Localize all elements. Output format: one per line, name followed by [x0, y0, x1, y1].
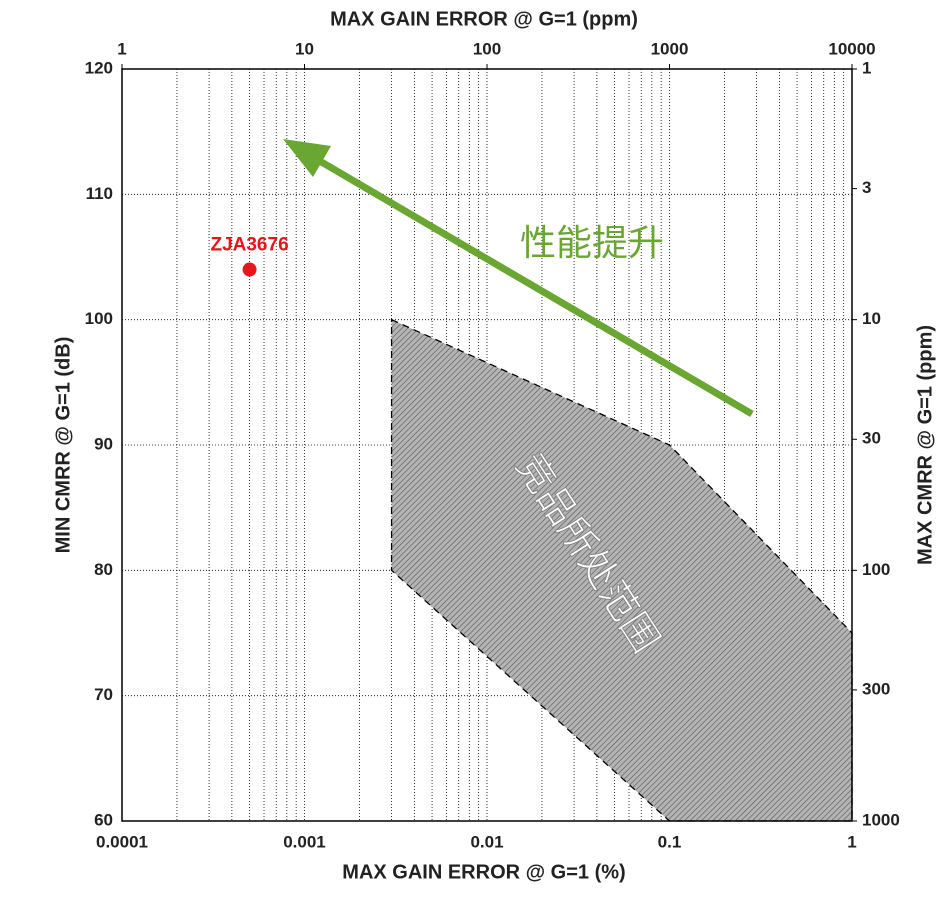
- x-tick-label: 1: [847, 832, 856, 851]
- y-tick-label: 80: [94, 560, 113, 579]
- y2-tick-label: 30: [862, 429, 881, 448]
- x2-tick-label: 10: [295, 39, 314, 58]
- y2-axis-label: MAX CMRR @ G=1 (ppm): [914, 325, 936, 565]
- x2-tick-label: 1000: [651, 39, 689, 58]
- y-tick-label: 120: [85, 58, 113, 77]
- x2-tick-label: 1: [117, 39, 126, 58]
- x-tick-label: 0.1: [658, 832, 682, 851]
- y2-tick-label: 1: [862, 58, 871, 77]
- y2-tick-label: 1000: [862, 810, 900, 829]
- y-tick-label: 110: [86, 184, 113, 203]
- x-tick-label: 0.001: [283, 832, 326, 851]
- competitor-region: [390, 318, 853, 822]
- x2-axis-label: MAX GAIN ERROR @ G=1 (ppm): [330, 8, 638, 30]
- arrow: [283, 139, 754, 418]
- x2-tick-label: 100: [473, 39, 501, 58]
- y2-tick-label: 10: [862, 309, 881, 328]
- point: [242, 262, 257, 277]
- y-axis-label: MIN CMRR @ G=1 (dB): [52, 337, 74, 554]
- point-label: ZJA3676: [210, 235, 288, 256]
- x2-tick-label: 10000: [828, 39, 875, 58]
- y-tick-label: 100: [85, 309, 113, 328]
- x-tick-label: 0.0001: [96, 832, 148, 851]
- y2-tick-label: 300: [862, 679, 890, 698]
- y-tick-label: 70: [94, 685, 113, 704]
- y-tick-label: 90: [94, 434, 113, 453]
- x-tick-label: 0.01: [470, 832, 503, 851]
- y-tick-label: 60: [94, 810, 113, 829]
- y2-tick-label: 3: [862, 178, 871, 197]
- y2-tick-label: 100: [862, 560, 890, 579]
- annotation: 性能提升: [520, 223, 664, 264]
- x-axis-label: MAX GAIN ERROR @ G=1 (%): [342, 861, 625, 883]
